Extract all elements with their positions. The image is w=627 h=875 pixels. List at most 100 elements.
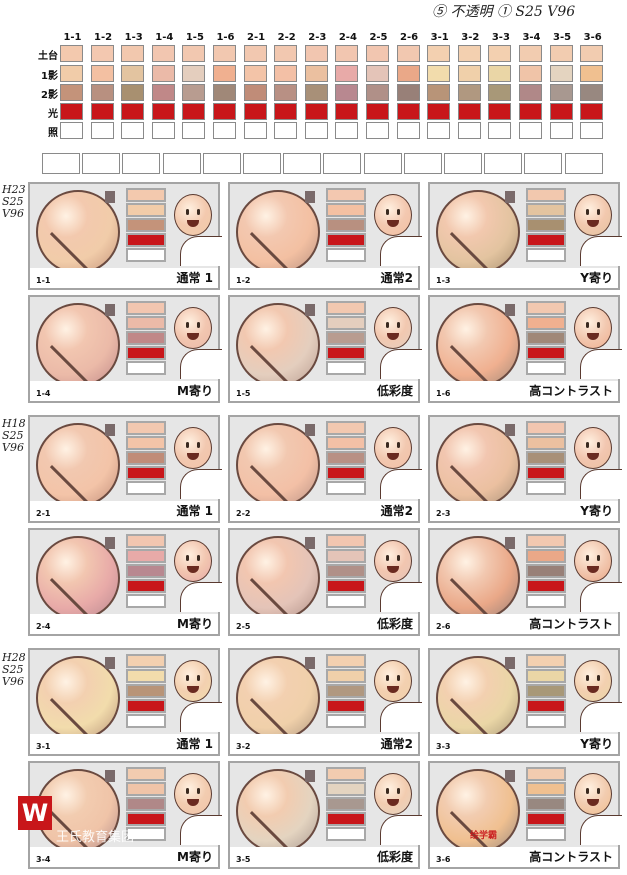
card-swatch <box>326 436 366 450</box>
label-strip <box>30 734 218 754</box>
blank-box <box>42 153 80 174</box>
card-swatch <box>126 233 166 247</box>
eye-left <box>386 788 389 794</box>
label-strip <box>30 614 218 634</box>
card-name: M寄り <box>177 384 213 398</box>
swatch-card: 2-6 高コントラスト <box>428 528 622 636</box>
eye-right <box>197 788 200 794</box>
card-swatch <box>526 534 566 548</box>
card-id: 3-2 <box>236 742 251 751</box>
character-body <box>380 702 422 732</box>
card-id: 1-4 <box>36 389 51 398</box>
card-swatch <box>126 316 166 330</box>
swatch-cell <box>304 65 328 82</box>
character-body <box>580 236 622 266</box>
character-body <box>180 469 222 499</box>
eye-right <box>397 788 400 794</box>
card-swatch <box>526 316 566 330</box>
card-swatch <box>526 248 566 262</box>
card-swatch <box>526 331 566 345</box>
character-body <box>380 349 422 379</box>
blank-box <box>202 153 241 174</box>
card-swatch <box>326 564 366 578</box>
card-swatch <box>326 579 366 593</box>
blank-box <box>444 153 482 174</box>
card-swatch <box>326 481 366 495</box>
dark-square <box>305 537 315 549</box>
character-face <box>574 427 612 469</box>
character-body <box>380 469 422 499</box>
card-swatch <box>126 782 166 796</box>
blank-box <box>323 153 362 174</box>
watermark-sub: 绘学霸 <box>470 831 498 841</box>
card-swatch <box>526 564 566 578</box>
shaded-sphere <box>36 423 120 507</box>
swatch-cell <box>60 45 83 62</box>
mouth <box>587 220 599 227</box>
dark-square <box>105 770 115 782</box>
swatch-cell <box>519 84 542 101</box>
card-name: 低彩度 <box>376 617 413 631</box>
card-id: 2-5 <box>236 622 251 631</box>
eye-left <box>586 322 589 328</box>
swatch-cell <box>90 84 114 101</box>
blank-box <box>122 153 161 174</box>
swatch-card: 3-5 低彩度 <box>228 761 422 869</box>
swatch-cell <box>366 122 389 139</box>
card-id: 1-3 <box>436 276 451 285</box>
swatch-cell <box>182 84 206 101</box>
swatch-cell <box>151 122 175 139</box>
swatch-cell <box>90 103 114 120</box>
eye-right <box>597 555 600 561</box>
card-id: 1-2 <box>236 276 251 285</box>
card-name: Y寄り <box>580 504 613 518</box>
swatch-cell <box>213 84 236 101</box>
swatch-cell <box>335 65 359 82</box>
column-header: 1-5 <box>185 32 204 43</box>
character-body <box>380 236 422 266</box>
card-id: 1-1 <box>36 276 51 285</box>
character-body <box>180 582 222 612</box>
blank-box <box>162 153 201 174</box>
swatch-card: 1-5 低彩度 <box>228 295 422 403</box>
card-id: 3-4 <box>36 855 51 864</box>
swatch-cell <box>243 45 267 62</box>
handwritten-note-top: ⑤ 不透明 ① S25 V96 <box>432 4 576 20</box>
card-swatch <box>526 421 566 435</box>
swatch-cell <box>427 65 451 82</box>
swatch-cell <box>243 65 267 82</box>
swatch-cell <box>457 103 481 120</box>
card-swatch <box>326 218 366 232</box>
character-face <box>374 307 412 349</box>
card-name: M寄り <box>177 617 213 631</box>
column-header: 2-1 <box>247 32 266 43</box>
swatch-cell <box>213 103 236 120</box>
card-name: 高コントラスト <box>529 850 613 864</box>
character-face <box>374 194 412 236</box>
character-body <box>580 815 622 845</box>
eye-left <box>386 675 389 681</box>
card-swatch <box>526 767 566 781</box>
card-id: 3-3 <box>436 742 451 751</box>
swatch-cell <box>488 122 512 139</box>
character-face <box>574 194 612 236</box>
card-swatch <box>126 812 166 826</box>
mouth <box>387 220 399 227</box>
card-swatch <box>126 481 166 495</box>
swatch-cell <box>90 122 114 139</box>
dark-square <box>505 657 515 669</box>
column-header: 1-6 <box>216 32 235 43</box>
card-swatch <box>326 188 366 202</box>
card-swatch <box>126 436 166 450</box>
character-face <box>174 307 212 349</box>
swatch-cell <box>366 65 389 82</box>
dark-square <box>105 424 115 436</box>
swatch-cell <box>121 103 145 120</box>
character-face <box>174 660 212 702</box>
eye-left <box>586 555 589 561</box>
shaded-sphere <box>436 536 520 620</box>
card-name: 通常2 <box>380 737 413 751</box>
character-body <box>180 349 222 379</box>
swatch-cell <box>549 84 573 101</box>
shaded-sphere <box>236 190 320 274</box>
